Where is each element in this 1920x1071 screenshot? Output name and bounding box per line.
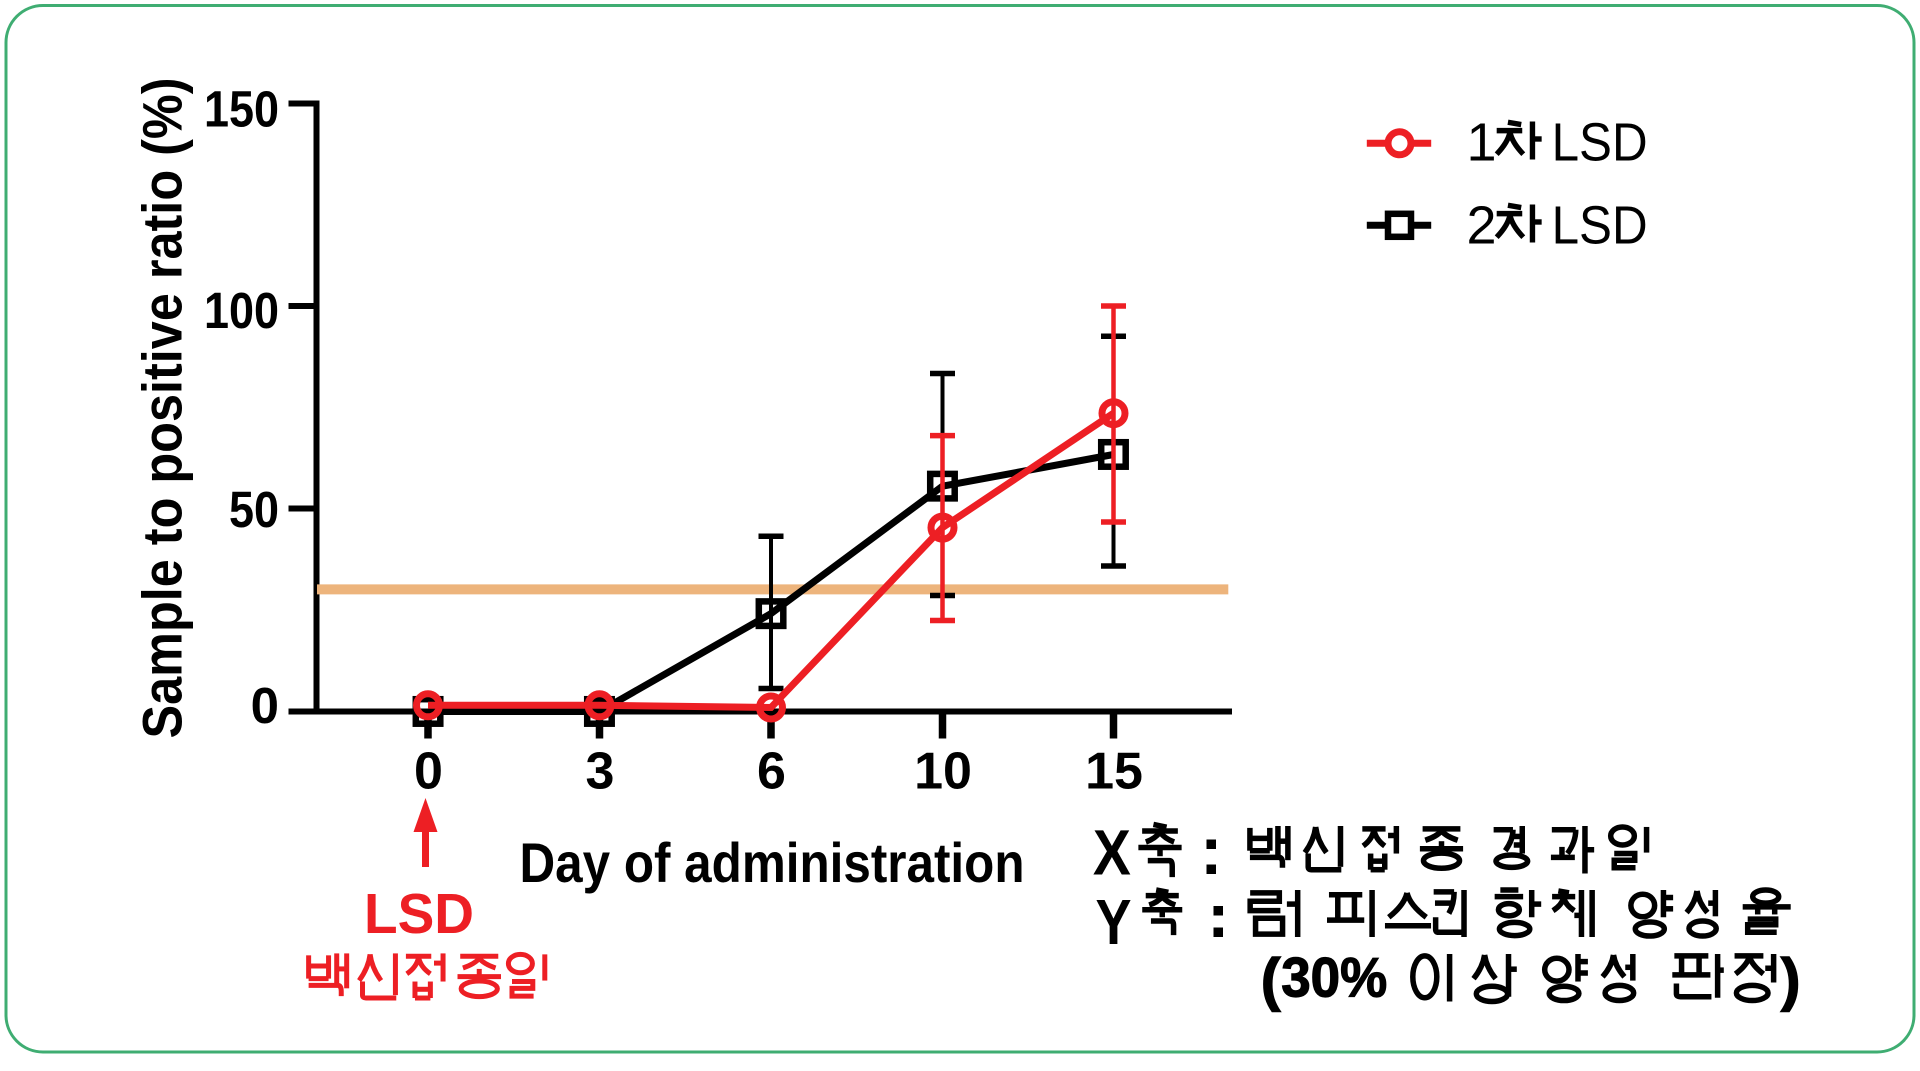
svg-text:Day of administration: Day of administration bbox=[520, 831, 1025, 894]
svg-text:X: X bbox=[1093, 816, 1131, 888]
svg-text:6: 6 bbox=[757, 743, 786, 801]
svg-text:1: 1 bbox=[1467, 113, 1497, 173]
svg-text:3: 3 bbox=[586, 743, 615, 801]
svg-text:): ) bbox=[1781, 948, 1800, 1013]
svg-text:Y: Y bbox=[1096, 886, 1132, 958]
svg-text:100: 100 bbox=[204, 282, 279, 339]
svg-text:150: 150 bbox=[204, 81, 279, 138]
svg-text:2: 2 bbox=[1467, 196, 1497, 256]
svg-text:0: 0 bbox=[251, 677, 279, 734]
svg-text:Sample to positive ratio (%): Sample to positive ratio (%) bbox=[131, 78, 194, 739]
svg-text:15: 15 bbox=[1085, 743, 1143, 801]
svg-text:30%: 30% bbox=[1281, 945, 1387, 1008]
svg-text:10: 10 bbox=[914, 743, 972, 801]
svg-text:0: 0 bbox=[414, 743, 443, 801]
svg-text:LSD: LSD bbox=[1552, 196, 1648, 256]
svg-text:50: 50 bbox=[229, 481, 279, 538]
svg-text:(: ( bbox=[1261, 948, 1281, 1013]
svg-text:LSD: LSD bbox=[1552, 113, 1648, 173]
svg-text:LSD: LSD bbox=[364, 882, 474, 946]
